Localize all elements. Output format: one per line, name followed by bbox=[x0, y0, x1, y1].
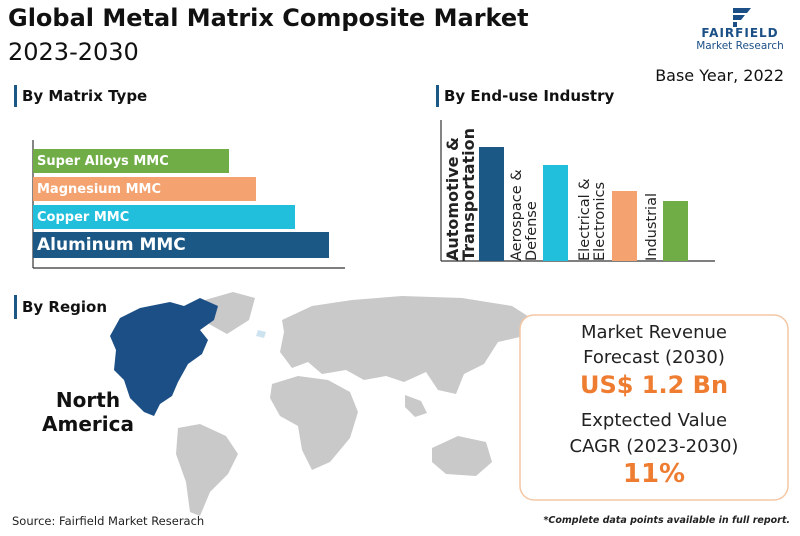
world-map bbox=[176, 292, 534, 516]
logo-tagline: Market Research bbox=[696, 40, 784, 52]
title: Global Metal Matrix Composite Market bbox=[8, 4, 529, 32]
section-marker bbox=[436, 85, 439, 107]
subtitle: 2023-2030 bbox=[8, 38, 139, 66]
section-title: By Region bbox=[22, 298, 108, 316]
section-title: By Matrix Type bbox=[22, 87, 148, 105]
bar: Super Alloys MMC bbox=[33, 149, 229, 173]
bar bbox=[479, 147, 504, 261]
bar-label: Super Alloys MMC bbox=[37, 153, 169, 169]
footnote: *Complete data points available in full … bbox=[543, 515, 790, 526]
source: Source: Fairfield Market Reserach bbox=[12, 514, 205, 528]
stats-box bbox=[519, 314, 789, 501]
bar-label: Aluminum MMC bbox=[37, 235, 186, 255]
bar: Aluminum MMC bbox=[33, 232, 329, 258]
section-marker bbox=[14, 85, 17, 107]
region-highlight: North America bbox=[42, 388, 134, 436]
iceland bbox=[256, 330, 266, 338]
stat-label: Forecast (2030) bbox=[583, 347, 725, 368]
section-marker bbox=[14, 295, 17, 319]
stat-value: US$ 1.2 Bn bbox=[579, 371, 729, 399]
bar bbox=[612, 191, 637, 261]
bar-label: Magnesium MMC bbox=[37, 181, 162, 197]
stat-label: Market Revenue bbox=[581, 322, 727, 343]
bar: Magnesium MMC bbox=[33, 177, 256, 201]
logo-icon bbox=[733, 8, 751, 27]
stat-label: Exptected Value bbox=[580, 410, 728, 431]
bar: Copper MMC bbox=[33, 205, 295, 229]
category-label: Automotive & Transportation bbox=[443, 127, 478, 261]
category-label: Aerospace & Defense bbox=[509, 169, 540, 261]
base-year: Base Year, 2022 bbox=[655, 66, 784, 85]
bar bbox=[543, 165, 568, 261]
north-america bbox=[110, 298, 218, 416]
section-title: By End-use Industry bbox=[444, 87, 615, 105]
logo-name: FAIRFIELD bbox=[701, 26, 779, 40]
category-label: Industrial bbox=[644, 192, 660, 261]
stat-label: CAGR (2023-2030) bbox=[569, 436, 739, 457]
bar bbox=[663, 201, 688, 261]
stat-value: 11% bbox=[622, 459, 686, 489]
bar-label: Copper MMC bbox=[37, 209, 130, 225]
category-label: Electrical & Electronics bbox=[577, 178, 608, 261]
